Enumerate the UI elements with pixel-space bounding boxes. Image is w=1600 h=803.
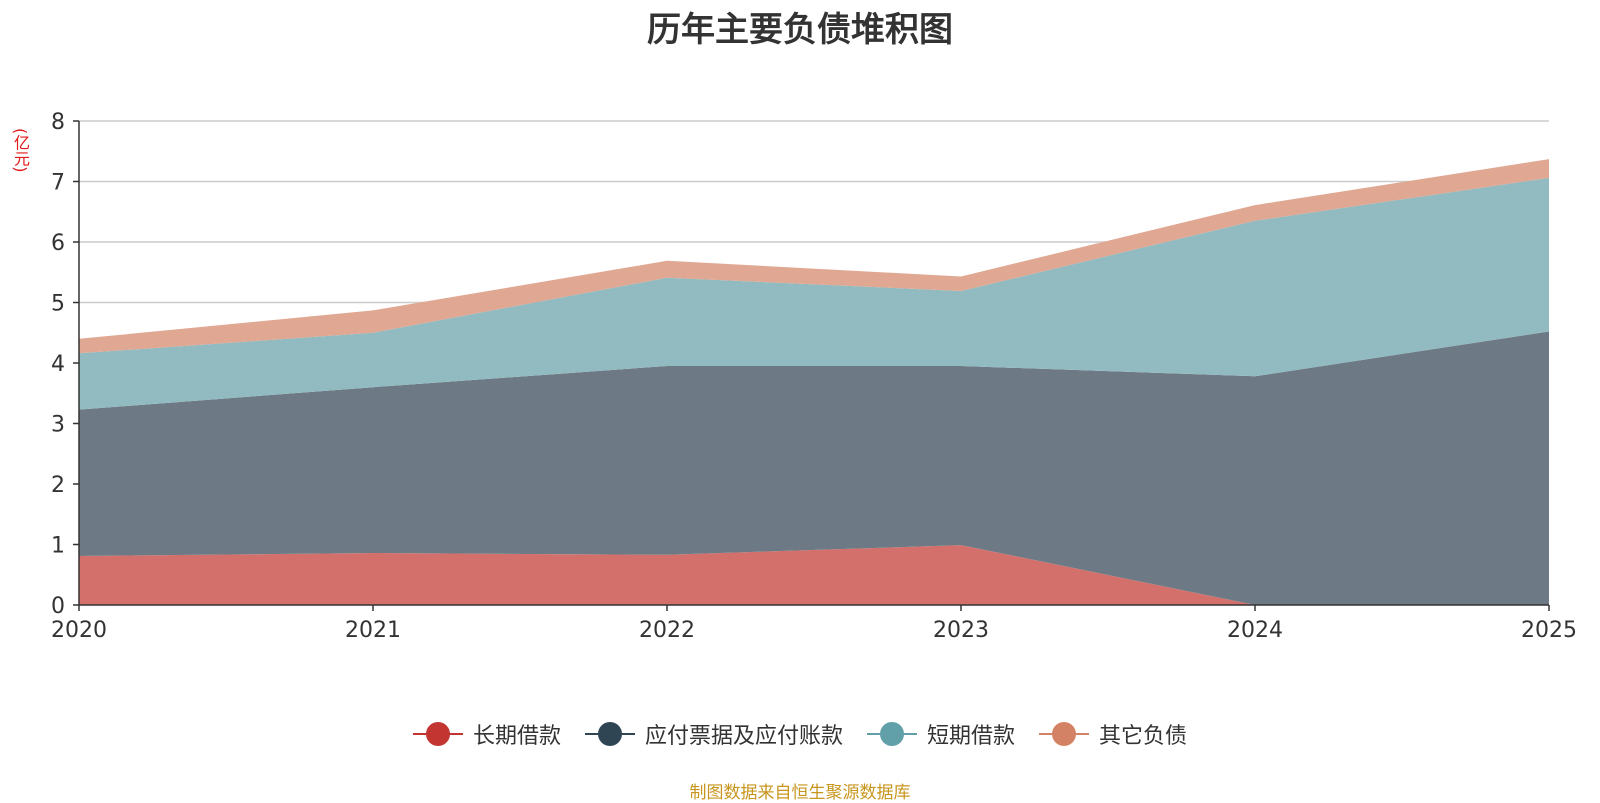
- legend: 长期借款 应付票据及应付账款 短期借款 其它负债: [0, 718, 1600, 750]
- legend-item-1[interactable]: 长期借款: [412, 718, 561, 750]
- area-series: [79, 159, 1549, 605]
- x-tick-label: 2020: [51, 618, 107, 643]
- legend-marker: [584, 722, 635, 746]
- y-tick-label: 6: [51, 231, 65, 256]
- legend-marker: [412, 722, 463, 746]
- legend-label: 应付票据及应付账款: [644, 724, 843, 749]
- y-tick-label: 1: [51, 534, 65, 559]
- area-series-4: [79, 159, 1549, 354]
- area-series-3: [79, 177, 1549, 410]
- legend-item-3[interactable]: 短期借款: [867, 718, 1015, 750]
- legend-marker: [867, 722, 917, 746]
- y-tick-label: 5: [51, 292, 65, 317]
- legend-label: 长期借款: [472, 724, 561, 749]
- y-tick-label: 7: [51, 171, 65, 196]
- x-tick-label: 2022: [639, 618, 695, 643]
- y-tick-label: 0: [51, 594, 65, 619]
- legend-item-2[interactable]: 应付票据及应付账款: [584, 718, 843, 750]
- axes: 0 1 2 3 4 5 6 7 8 2020 2021 2022 2023 2024 2025: [51, 110, 1577, 643]
- y-axis-unit-label: (亿元): [11, 127, 30, 173]
- x-tick-label: 2021: [345, 618, 401, 643]
- x-tick-label: 2025: [1521, 618, 1577, 643]
- source-note: 制图数据来自恒生聚源数据库: [689, 783, 911, 803]
- area-series-1: [79, 545, 1549, 605]
- stacked-area-chart: 0 1 2 3 4 5 6 7 8 2020 2021 2022 2023 2024 2025: [51, 110, 1577, 643]
- y-tick-label: 8: [51, 110, 65, 135]
- legend-label: 其它负债: [1099, 724, 1188, 749]
- y-tick-label: 2: [51, 473, 65, 498]
- legend-marker: [1039, 722, 1090, 746]
- chart-title: 历年主要负债堆积图: [647, 10, 953, 50]
- area-series-2: [79, 331, 1549, 605]
- y-tick-label: 3: [51, 413, 65, 438]
- legend-item-4[interactable]: 其它负债: [1039, 718, 1187, 750]
- x-tick-label: 2023: [933, 618, 989, 643]
- x-tick-label: 2024: [1227, 618, 1283, 643]
- legend-label: 短期借款: [927, 724, 1016, 749]
- y-tick-label: 4: [51, 352, 65, 377]
